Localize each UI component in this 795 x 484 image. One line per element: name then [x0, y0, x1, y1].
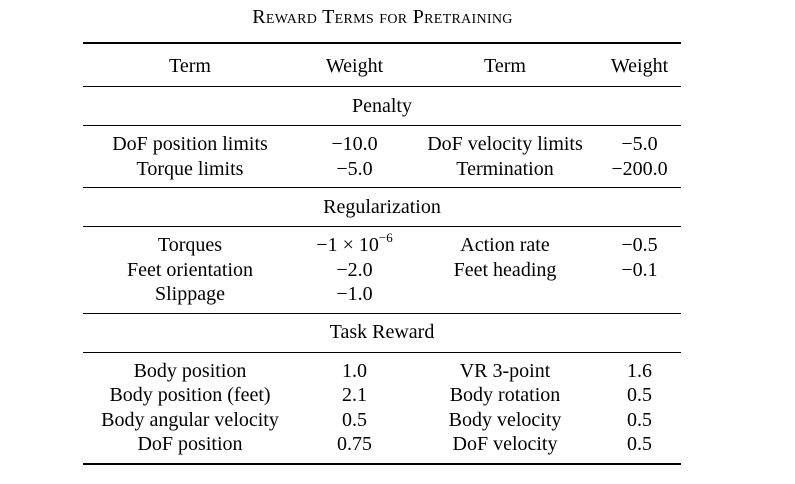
- term-cell: Torques: [83, 226, 297, 258]
- weight-cell: −1.0: [336, 283, 373, 305]
- weight-cell: [598, 282, 681, 313]
- table-row: Body angular velocity 0.5 Body velocity …: [83, 408, 681, 433]
- term-cell: Body angular velocity: [101, 408, 279, 431]
- section-title: Penalty: [83, 86, 681, 126]
- header-weight-1: Weight: [297, 42, 412, 87]
- weight-cell: 0.5: [627, 408, 652, 431]
- table-row: Slippage −1.0: [83, 282, 681, 313]
- term-cell: Termination: [456, 157, 554, 180]
- weight-cell: −5.0: [336, 157, 373, 180]
- term-cell: Slippage: [155, 283, 225, 305]
- header-term-2: Term: [412, 42, 598, 87]
- weight-cell: −200.0: [611, 157, 668, 180]
- reward-terms-table: Term Weight Term Weight Penalty DoF posi…: [83, 42, 681, 465]
- section-title: Task Reward: [83, 312, 681, 352]
- term-cell: DoF position limits: [83, 125, 297, 157]
- weight-cell: −0.5: [598, 226, 681, 258]
- weight-cell: −10.0: [297, 125, 412, 157]
- table-row: Torque limits −5.0 Termination −200.0: [83, 157, 681, 188]
- table-row: Body position (feet) 2.1 Body rotation 0…: [83, 383, 681, 408]
- table-row: Torques −1 × 10−6 Action rate −0.5: [83, 226, 681, 258]
- table-row: DoF position limits −10.0 DoF velocity l…: [83, 125, 681, 157]
- header-weight-2: Weight: [598, 42, 681, 87]
- section-row-regularization: Regularization: [83, 187, 681, 227]
- table-row: Body position 1.0 VR 3-point 1.6: [83, 351, 681, 383]
- reward-terms-table-container: Term Weight Term Weight Penalty DoF posi…: [83, 42, 681, 465]
- weight-cell: −5.0: [598, 125, 681, 157]
- term-cell: Body rotation: [449, 384, 561, 406]
- term-cell: Torque limits: [136, 157, 244, 180]
- section-row-penalty: Penalty: [83, 86, 681, 126]
- header-term-1: Term: [83, 42, 297, 87]
- table-caption: Reward Terms for Pretraining: [252, 6, 513, 28]
- weight-cell: 0.75: [297, 432, 412, 465]
- weight-exponent: −6: [378, 230, 393, 245]
- table-header-row: Term Weight Term Weight: [83, 42, 681, 87]
- term-cell: Body position: [83, 351, 297, 383]
- weight-cell: −1 × 10−6: [297, 226, 412, 258]
- weight-cell: 0.5: [627, 384, 652, 406]
- term-cell: [412, 282, 598, 313]
- term-cell: VR 3-point: [412, 351, 598, 383]
- weight-cell: 1.0: [297, 351, 412, 383]
- section-row-task-reward: Task Reward: [83, 312, 681, 352]
- weight-cell: 2.1: [342, 384, 367, 406]
- weight-cell: −0.1: [621, 258, 658, 281]
- term-cell: Body position (feet): [109, 384, 271, 406]
- term-cell: DoF position: [83, 432, 297, 465]
- weight-cell: 0.5: [342, 408, 367, 431]
- term-cell: Action rate: [412, 226, 598, 258]
- term-cell: Feet heading: [453, 258, 557, 281]
- section-title: Regularization: [83, 187, 681, 227]
- weight-cell: 1.6: [598, 351, 681, 383]
- weight-base: −1 × 10: [316, 234, 379, 256]
- table-row: Feet orientation −2.0 Feet heading −0.1: [83, 258, 681, 283]
- term-cell: Body velocity: [448, 408, 562, 431]
- weight-cell: 0.5: [598, 432, 681, 465]
- term-cell: Feet orientation: [126, 258, 254, 281]
- weight-cell: −2.0: [336, 258, 373, 281]
- term-cell: DoF velocity: [412, 432, 598, 465]
- term-cell: DoF velocity limits: [412, 125, 598, 157]
- table-row: DoF position 0.75 DoF velocity 0.5: [83, 432, 681, 465]
